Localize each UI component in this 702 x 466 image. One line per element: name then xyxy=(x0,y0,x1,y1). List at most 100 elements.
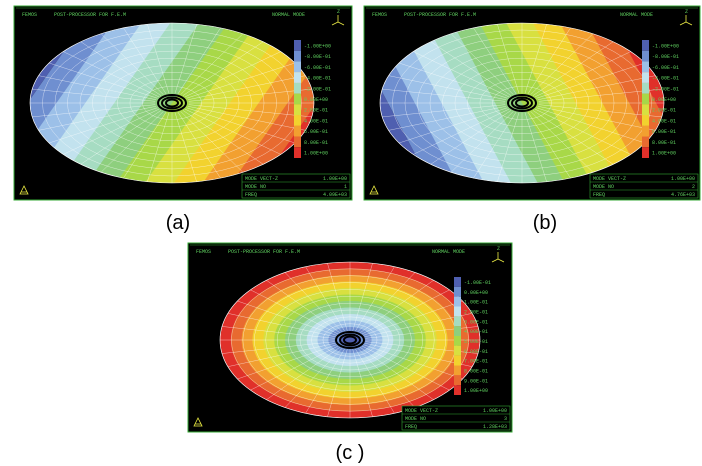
figure: FEMOS POST-PROCESSOR FOR F.E.M NORMAL MODE… xyxy=(0,0,702,466)
legend-swatch xyxy=(642,83,649,94)
legend-label: 0.00E+00 xyxy=(652,97,676,103)
info-label: MODE NO xyxy=(405,416,426,422)
legend-swatch xyxy=(642,137,649,148)
mode-name: NORMAL MODE xyxy=(272,12,305,18)
info-label: FREQ xyxy=(245,192,257,198)
legend-label: 1.00E+00 xyxy=(652,151,676,157)
processor-name: POST-PROCESSOR FOR F.E.M xyxy=(404,12,476,18)
legend-swatch xyxy=(294,126,301,137)
legend-swatch xyxy=(642,115,649,126)
legend-swatch xyxy=(294,61,301,72)
legend-label: -4.00E-01 xyxy=(304,76,331,82)
legend-swatch xyxy=(642,51,649,62)
legend-swatch xyxy=(642,104,649,115)
legend-swatch xyxy=(454,297,461,307)
info-value: 1.00E+00 xyxy=(671,176,695,182)
legend-label: 4.00E-01 xyxy=(304,118,328,124)
legend-label: 1.00E-01 xyxy=(464,300,488,306)
legend-swatch xyxy=(294,94,301,105)
info-label: MODE NO xyxy=(245,184,266,190)
info-label: MODE NO xyxy=(593,184,614,190)
legend-label: -1.00E-01 xyxy=(464,280,491,286)
legend-label: 7.00E-01 xyxy=(464,359,488,365)
info-label: MODE VECT-Z xyxy=(245,176,278,182)
processor-name: POST-PROCESSOR FOR F.E.M xyxy=(228,249,300,255)
legend-label: -1.00E+00 xyxy=(304,43,331,49)
legend-swatch xyxy=(454,336,461,346)
legend-swatch xyxy=(454,307,461,317)
legend-label: 2.00E-01 xyxy=(464,309,488,315)
legend-label: -8.00E-01 xyxy=(304,54,331,60)
legend-swatch xyxy=(454,366,461,376)
axis-label: Z xyxy=(337,9,340,15)
legend-label: 1.00E+00 xyxy=(304,151,328,157)
legend-swatch xyxy=(454,375,461,385)
legend-swatch xyxy=(642,72,649,83)
legend-label: 2.00E-01 xyxy=(652,108,676,114)
legend-swatch xyxy=(642,126,649,137)
axis-label: Z xyxy=(497,246,500,252)
info-value: 3 xyxy=(504,416,507,422)
info-label: FREQ xyxy=(593,192,605,198)
panel: FEMOS POST-PROCESSOR FOR F.E.M NORMAL MODE… xyxy=(188,243,512,432)
disc xyxy=(220,262,480,418)
info-label: MODE VECT-Z xyxy=(405,408,438,414)
info-value: 1.28E+03 xyxy=(483,424,507,430)
legend-label: -6.00E-01 xyxy=(304,65,331,71)
legend-label: 4.00E-01 xyxy=(464,329,488,335)
mode-name: NORMAL MODE xyxy=(620,12,653,18)
legend-label: 1.00E+00 xyxy=(464,388,488,394)
legend-swatch xyxy=(454,385,461,395)
axis-label: Z xyxy=(685,9,688,15)
legend-label: 8.00E-01 xyxy=(304,140,328,146)
legend-label: 9.00E-01 xyxy=(464,378,488,384)
legend-swatch xyxy=(294,72,301,83)
legend-swatch xyxy=(642,61,649,72)
info-value: 4.09E+03 xyxy=(323,192,347,198)
legend-swatch xyxy=(294,51,301,62)
legend-swatch xyxy=(642,40,649,51)
legend-swatch xyxy=(642,147,649,158)
legend-swatch xyxy=(642,94,649,105)
legend-swatch xyxy=(294,137,301,148)
legend-swatch xyxy=(454,287,461,297)
legend-swatch xyxy=(454,356,461,366)
legend-label: 2.00E-01 xyxy=(304,108,328,114)
legend-label: 5.00E-01 xyxy=(464,339,488,345)
info-value: 4.76E+03 xyxy=(671,192,695,198)
info-value: 1 xyxy=(344,184,347,190)
legend-swatch xyxy=(294,40,301,51)
legend-label: 6.00E-01 xyxy=(464,349,488,355)
legend-swatch xyxy=(294,83,301,94)
legend-label: -6.00E-01 xyxy=(652,65,679,71)
legend-label: -2.00E-01 xyxy=(304,86,331,92)
info-label: FREQ xyxy=(405,424,417,430)
caption: (a) xyxy=(166,212,190,234)
legend-label: 3.00E-01 xyxy=(464,319,488,325)
info-label: MODE VECT-Z xyxy=(593,176,626,182)
legend-swatch xyxy=(294,115,301,126)
legend-label: -1.00E+00 xyxy=(652,43,679,49)
legend-swatch xyxy=(294,104,301,115)
legend-label: 6.00E-01 xyxy=(652,129,676,135)
caption: (b) xyxy=(533,212,557,234)
legend-label: -8.00E-01 xyxy=(652,54,679,60)
legend-swatch xyxy=(454,346,461,356)
legend-label: 6.00E-01 xyxy=(304,129,328,135)
legend-label: 4.00E-01 xyxy=(652,118,676,124)
legend-label: -2.00E-01 xyxy=(652,86,679,92)
legend-swatch xyxy=(454,277,461,287)
mode-name: NORMAL MODE xyxy=(432,249,465,255)
info-value: 1.00E+00 xyxy=(323,176,347,182)
info-value: 1.00E+00 xyxy=(483,408,507,414)
processor-name: POST-PROCESSOR FOR F.E.M xyxy=(54,12,126,18)
legend-swatch xyxy=(294,147,301,158)
legend-swatch xyxy=(454,316,461,326)
program-name: FEMOS xyxy=(196,249,211,255)
legend-label: 8.00E-01 xyxy=(464,368,488,374)
program-name: FEMOS xyxy=(372,12,387,18)
info-value: 2 xyxy=(692,184,695,190)
legend-label: 8.00E-01 xyxy=(652,140,676,146)
legend-label: 0.00E+00 xyxy=(464,290,488,296)
legend-swatch xyxy=(454,326,461,336)
